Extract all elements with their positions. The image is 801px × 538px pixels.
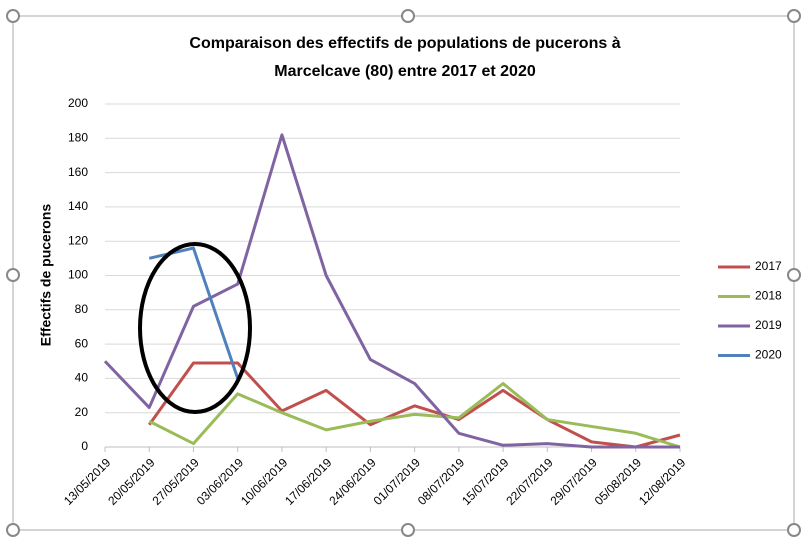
y-tick-label: 0 bbox=[81, 439, 88, 453]
chart-title: Comparaison des effectifs de populations… bbox=[189, 35, 620, 52]
y-tick-label: 180 bbox=[68, 130, 88, 144]
y-tick-label: 120 bbox=[68, 233, 88, 247]
series-line bbox=[148, 246, 240, 379]
legend-label: 2017 bbox=[755, 259, 782, 273]
selection-handles bbox=[6, 9, 801, 537]
y-axis-label: Effectifs de pucerons bbox=[38, 204, 54, 347]
series-line bbox=[148, 361, 681, 449]
y-tick-label: 80 bbox=[75, 302, 89, 316]
chart-title: Marcelcave (80) entre 2017 et 2020 bbox=[274, 63, 536, 80]
y-tick-label: 40 bbox=[75, 371, 89, 385]
y-tick-label: 140 bbox=[68, 199, 88, 213]
series-line bbox=[148, 382, 681, 449]
y-tick-label: 200 bbox=[68, 96, 88, 110]
y-tick-label: 100 bbox=[68, 268, 88, 282]
legend-label: 2019 bbox=[755, 318, 782, 332]
chart-frame bbox=[12, 15, 795, 531]
y-tick-label: 160 bbox=[68, 165, 88, 179]
legend-label: 2018 bbox=[755, 289, 782, 303]
y-tick-label: 60 bbox=[75, 336, 89, 350]
y-tick-label: 20 bbox=[75, 405, 89, 419]
annotation-ellipse bbox=[138, 242, 252, 414]
legend-label: 2020 bbox=[755, 348, 782, 362]
series-line bbox=[103, 133, 680, 449]
